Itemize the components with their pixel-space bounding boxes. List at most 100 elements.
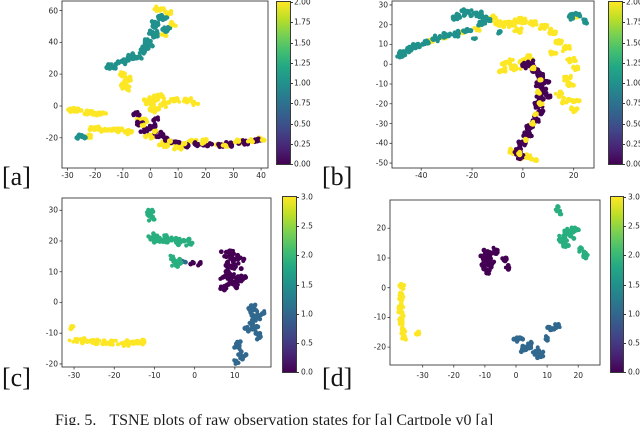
colorbar-tick-mark <box>622 164 625 165</box>
colorbar-tick-label: 3.0 <box>628 192 640 202</box>
colorbar-tick-label: 3.0 <box>301 192 313 202</box>
x-tick-label: -20 <box>108 371 121 380</box>
x-tick-label: 20 <box>568 171 579 180</box>
plot-d-scatter-canvas <box>385 198 605 370</box>
plot-c-scatter-canvas <box>57 196 276 372</box>
y-tick-label: 20 <box>48 236 58 246</box>
x-tick-label: 30 <box>228 171 239 180</box>
colorbar-tick-label: 0.5 <box>628 338 640 348</box>
colorbar-tick-label: 1.75 <box>626 17 640 27</box>
y-tick-label: 0 <box>53 297 58 307</box>
colorbar-tick-label: 0.50 <box>626 119 640 128</box>
x-tick-label: -40 <box>415 171 428 180</box>
colorbar-tick-label: 1.0 <box>301 309 313 319</box>
colorbar-tick-mark <box>622 83 625 84</box>
colorbar-tick-label: 1.25 <box>294 58 311 68</box>
y-tick-label: 0 <box>383 59 388 69</box>
y-tick-label: 20 <box>376 223 386 233</box>
x-tick-label: 10 <box>230 371 240 380</box>
panel-label-b: [b] <box>322 162 353 191</box>
colorbar-tick-mark <box>622 2 625 3</box>
colorbar-tick-mark <box>290 2 293 3</box>
y-tick-label: -40 <box>375 138 388 148</box>
colorbar-tick-label: 0.75 <box>626 98 640 108</box>
colorbar-tick-mark <box>296 342 299 344</box>
caption-prefix: Fig. 5. <box>55 412 97 425</box>
colorbar-tick-label: 1.50 <box>626 38 640 47</box>
colorbar-tick-label: 1.25 <box>626 58 640 68</box>
colorbar-tick-label: 0.00 <box>626 159 640 169</box>
panel-label-c: [c] <box>2 363 31 392</box>
y-tick-label: -10 <box>375 79 388 89</box>
colorbar-tick-mark <box>622 62 625 64</box>
colorbar-tick-mark <box>623 313 626 315</box>
x-tick-label: -10 <box>148 371 161 380</box>
y-tick-label: -20 <box>45 133 58 143</box>
colorbar-tick-label: 2.5 <box>301 221 313 231</box>
colorbar-tick-label: 1.50 <box>294 38 311 47</box>
panel-label-a: [a] <box>2 162 31 191</box>
x-tick-label: -10 <box>116 171 129 180</box>
colorbar-tick-label: 0.5 <box>301 338 313 348</box>
y-tick-label: 10 <box>378 39 388 49</box>
colorbar-tick-mark <box>290 164 293 165</box>
colorbar-tick-mark <box>623 372 626 373</box>
y-tick-label: 20 <box>378 20 388 30</box>
figure-caption: Fig. 5. TSNE plots of raw observation st… <box>55 413 640 425</box>
colorbar-tick-label: 1.75 <box>294 17 311 27</box>
plot-c-colorbar <box>282 196 297 373</box>
x-tick-label: -20 <box>465 171 479 180</box>
x-tick-label: -20 <box>89 171 102 180</box>
x-tick-label: 0 <box>520 171 526 180</box>
y-tick-label: 60 <box>48 6 58 16</box>
y-tick-label: -10 <box>45 328 58 338</box>
colorbar-tick-label: 2.5 <box>628 221 640 231</box>
x-tick-label: -20 <box>447 371 460 380</box>
colorbar-tick-mark <box>622 123 625 125</box>
plot-b-scatter-canvas <box>387 0 599 173</box>
y-tick-label: 30 <box>48 205 58 215</box>
colorbar-tick-mark <box>623 342 626 344</box>
colorbar-tick-label: 2.00 <box>294 0 311 7</box>
colorbar-tick-mark <box>622 22 625 24</box>
colorbar-tick-label: 0.25 <box>626 139 640 149</box>
y-tick-label: 10 <box>376 253 386 263</box>
y-tick-label: -20 <box>373 342 386 352</box>
colorbar-tick-mark <box>290 83 293 84</box>
colorbar-tick-label: 0.50 <box>294 119 311 128</box>
x-tick-label: 20 <box>573 371 583 380</box>
colorbar-tick-mark <box>623 255 626 257</box>
y-tick-label: 10 <box>48 267 58 277</box>
colorbar-tick-mark <box>290 22 293 24</box>
colorbar-tick-label: 1.00 <box>294 78 311 88</box>
y-tick-label: -20 <box>45 359 58 369</box>
y-tick-label: 40 <box>48 37 58 47</box>
plot-a-scatter-canvas <box>57 0 273 173</box>
x-tick-label: 0 <box>513 371 519 380</box>
colorbar-tick-mark <box>622 103 625 105</box>
colorbar-tick-mark <box>622 143 625 145</box>
y-tick-label: -30 <box>375 119 388 129</box>
colorbar-tick-mark <box>290 62 293 64</box>
colorbar-tick-mark <box>623 284 626 286</box>
x-tick-label: 40 <box>256 171 266 180</box>
colorbar-tick-mark <box>623 197 626 198</box>
x-tick-label: 10 <box>542 371 552 380</box>
colorbar-tick-mark <box>296 313 299 315</box>
plot-a-colorbar <box>276 1 291 165</box>
colorbar-tick-label: 1.00 <box>626 78 640 88</box>
x-tick-label: 10 <box>173 171 183 180</box>
colorbar-tick-mark <box>290 42 293 44</box>
colorbar-tick-label: 0.0 <box>301 367 313 377</box>
colorbar-tick-label: 0.00 <box>294 159 311 169</box>
x-tick-label: -30 <box>61 171 74 180</box>
colorbar-tick-mark <box>290 103 293 105</box>
panel-label-d: [d] <box>322 363 353 392</box>
colorbar-tick-mark <box>623 226 626 228</box>
colorbar-tick-label: 0.0 <box>628 367 640 377</box>
colorbar-tick-label: 2.0 <box>301 250 313 260</box>
x-tick-label: -30 <box>67 371 81 380</box>
colorbar-tick-label: 1.5 <box>628 280 640 289</box>
x-tick-label: -30 <box>416 371 429 380</box>
